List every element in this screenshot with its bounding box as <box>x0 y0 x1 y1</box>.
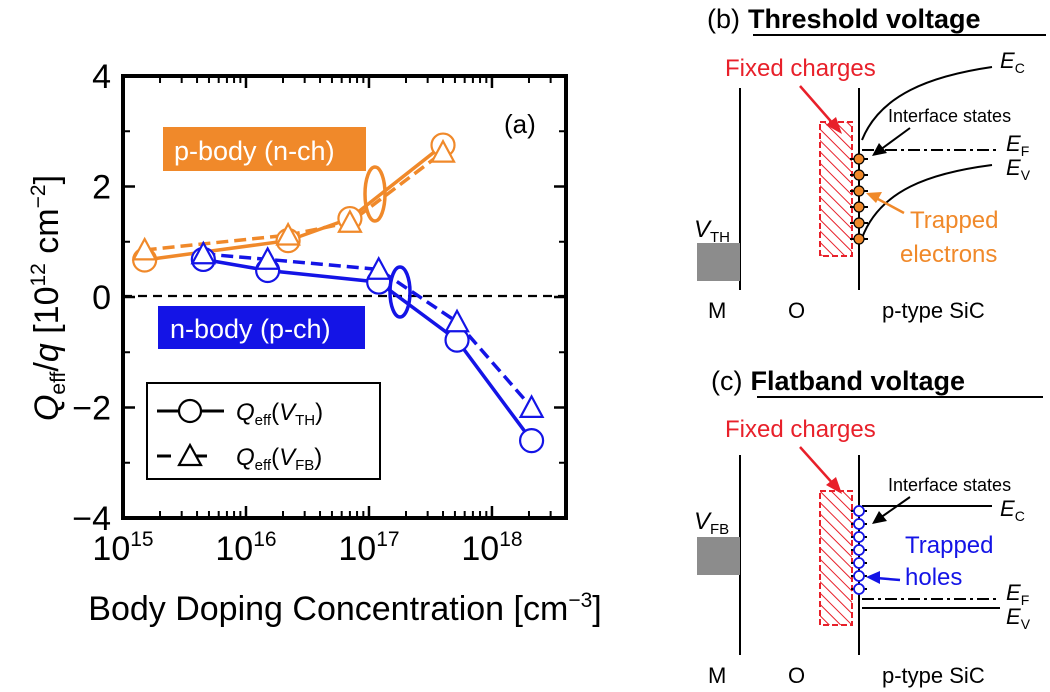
diagram-b-interface-state-markers <box>850 153 868 245</box>
diagram-c-fixed-charges-arrow <box>799 446 836 487</box>
legend-entry-vfb: Qeff(VFB) <box>236 444 322 474</box>
y-tick-label: −4 <box>72 500 111 538</box>
diagram-b-trapped-arrowhead <box>866 192 882 203</box>
data-point-triangle <box>430 138 456 163</box>
diagram-b-interface-arrow <box>879 127 911 151</box>
diagram-c-interface-arrowhead <box>872 511 887 524</box>
diagram-b-trapped-label-2: electrons <box>900 241 997 268</box>
series-line-p-body-dashed <box>144 150 445 252</box>
legend: Qeff(VTH) Qeff(VFB) <box>146 382 381 480</box>
data-point-triangle <box>131 236 158 261</box>
diagram-b-vth-label: VTH <box>694 216 730 246</box>
series-line-p-body-solid <box>144 143 445 262</box>
panel-label-a: (a) <box>504 109 536 139</box>
legend-circle-marker <box>177 398 203 424</box>
trapped-electron <box>853 217 865 229</box>
diagram-c-trapped-label-1: Trapped <box>905 532 994 559</box>
diagram-b-fixed-charges-label: Fixed charges <box>725 55 876 82</box>
diagram-c-oxide-label: O <box>788 663 805 688</box>
diagram-b-title: (b) Threshold voltage <box>707 4 981 34</box>
n-body-label-box <box>158 306 365 349</box>
diagram-c-interface-arrow <box>879 496 911 519</box>
diagram-b-fixed-charges-arrow <box>799 85 836 127</box>
n-body-label: n-body (p-ch) <box>170 314 331 344</box>
trapped-hole <box>853 557 865 569</box>
diagram-b-fixed-charge-region <box>819 121 853 257</box>
data-point-triangle <box>337 209 363 233</box>
band-diagram-flatband: (c) Flatband voltage Fixed charges VFB EC… <box>694 366 1043 688</box>
diagram-c-metal-label: M <box>708 663 726 688</box>
trapped-electron <box>853 233 865 245</box>
diagram-b-oxide-label: O <box>788 298 805 323</box>
diagram-b-metal-fermi-block <box>697 243 740 281</box>
y-tick-label: 2 <box>92 169 111 207</box>
p-body-group-ellipse <box>363 165 387 223</box>
trapped-hole <box>853 583 865 595</box>
n-body-group-ellipse <box>388 265 412 319</box>
diagram-b-ev-label: EV <box>1006 155 1031 183</box>
diagram-c-trapped-label-2: holes <box>905 564 962 591</box>
diagram-b-ef-label: EF <box>1006 131 1029 159</box>
trapped-electron <box>853 185 865 197</box>
trapped-hole <box>853 531 865 543</box>
diagram-b-valence-band <box>861 164 993 239</box>
diagram-b-conduction-band <box>861 66 993 141</box>
band-diagram-threshold: (b) Threshold voltage Fixed charges VTH E… <box>694 4 1046 323</box>
diagram-c-ec-label: EC <box>1000 496 1025 524</box>
data-series <box>131 132 545 454</box>
diagram-c-vfb-label: VFB <box>694 508 729 538</box>
diagram-b-ec-label: EC <box>1000 48 1025 76</box>
diagram-c-interface-state-markers <box>851 505 867 595</box>
trapped-electron <box>853 201 865 213</box>
diagram-c-trapped-arrowhead <box>866 571 880 584</box>
data-point-triangle <box>518 394 545 418</box>
diagram-c-ev-label: EV <box>1006 604 1031 632</box>
x-axis-label: Body Doping Concentration [cm−3] <box>88 589 601 628</box>
y-tick-label: 4 <box>92 58 111 96</box>
data-point-circle <box>518 428 545 454</box>
data-point-triangle <box>254 246 281 270</box>
p-body-label: p-body (n-ch) <box>174 136 335 166</box>
trapped-electron <box>853 153 865 165</box>
diagram-b-trapped-arrow <box>875 196 905 215</box>
y-axis-label: Qeff/q [1012 cm−2] <box>27 175 70 421</box>
diagram-c-sic-label: p-type SiC <box>882 663 985 688</box>
diagram-b-metal-label: M <box>708 298 726 323</box>
x-tick-label: 1016 <box>215 528 276 568</box>
diagram-b-interface-arrowhead <box>872 143 887 156</box>
legend-triangle-marker <box>177 442 203 467</box>
trapped-hole <box>853 570 865 582</box>
trapped-hole <box>853 505 865 517</box>
data-point-triangle <box>444 308 470 333</box>
legend-entry-vth: Qeff(VTH) <box>236 399 323 429</box>
data-point-triangle <box>275 221 301 246</box>
p-body-label-box <box>163 127 366 171</box>
x-tick-label: 1017 <box>338 528 399 568</box>
trapped-electron <box>853 169 865 181</box>
diagram-c-fixed-charges-label: Fixed charges <box>725 416 876 443</box>
diagram-c-ef-label: EF <box>1006 580 1029 608</box>
x-tick-label: 1018 <box>461 528 522 568</box>
diagram-c-interface-states-label: Interface states <box>888 475 1011 495</box>
diagram-c-title: (c) Flatband voltage <box>711 366 965 396</box>
trapped-hole <box>853 544 865 556</box>
diagram-b-trapped-label-1: Trapped <box>910 207 999 234</box>
data-point-triangle <box>365 256 392 280</box>
diagram-c-metal-fermi-block <box>697 537 740 575</box>
diagram-c-fixed-charge-region <box>819 490 853 626</box>
diagram-c-arrowhead <box>826 477 842 494</box>
trapped-hole <box>853 518 865 530</box>
diagram-b-interface-states-label: Interface states <box>888 106 1011 126</box>
y-tick-label: 0 <box>92 279 111 317</box>
series-line-n-body-dashed <box>203 252 533 409</box>
x-tick-label: 1015 <box>92 528 153 568</box>
plot-frame <box>121 74 568 520</box>
diagram-b-sic-label: p-type SiC <box>882 298 985 323</box>
data-point-triangle <box>190 240 217 265</box>
y-tick-label: −2 <box>72 390 111 428</box>
